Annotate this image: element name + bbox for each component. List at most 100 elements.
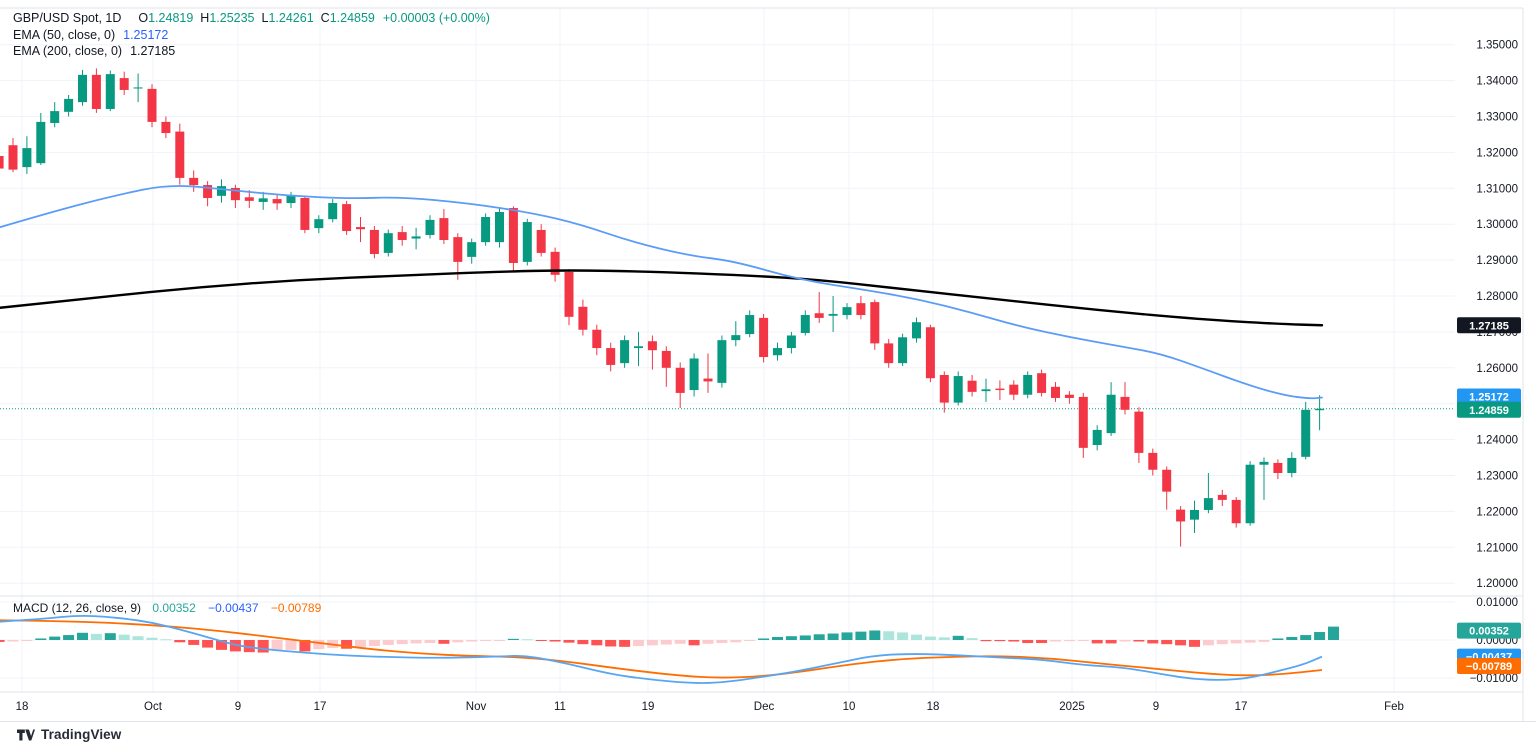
ema50-line[interactable]	[0, 185, 1323, 400]
candle-body[interactable]	[953, 376, 963, 403]
candle-body[interactable]	[64, 98, 74, 112]
candle-body[interactable]	[1009, 384, 1019, 395]
macd-histogram[interactable]	[0, 626, 1339, 653]
candle-body[interactable]	[1301, 409, 1311, 457]
candle-body[interactable]	[647, 341, 657, 351]
candle-body[interactable]	[981, 389, 991, 392]
candle-body[interactable]	[272, 199, 282, 204]
ema50-legend-row[interactable]: EMA (50, close, 0) 1.25172	[13, 27, 490, 44]
candle-body[interactable]	[1217, 494, 1227, 500]
candle-body[interactable]	[383, 233, 393, 253]
candle-body[interactable]	[536, 229, 546, 253]
candle-body[interactable]	[342, 204, 352, 232]
candle-body[interactable]	[1037, 373, 1047, 393]
candle-body[interactable]	[912, 322, 921, 339]
tradingview-watermark[interactable]: TradingView	[17, 727, 121, 742]
candle-body[interactable]	[550, 251, 560, 275]
candle-body[interactable]	[814, 313, 824, 318]
candle-body[interactable]	[203, 185, 213, 198]
candle-body[interactable]	[1190, 509, 1199, 520]
candle-body[interactable]	[1078, 396, 1088, 448]
candle-body[interactable]	[592, 329, 602, 349]
candle-body[interactable]	[328, 203, 338, 220]
candle-body[interactable]	[1148, 452, 1158, 470]
candle-body[interactable]	[564, 271, 574, 317]
ema200-legend-row[interactable]: EMA (200, close, 0) 1.27185	[13, 43, 490, 60]
candle-body[interactable]	[217, 186, 226, 196]
ohlc-row[interactable]: GBP/USD Spot, 1D O1.24819 H1.25235 L1.24…	[13, 10, 490, 27]
candle-body[interactable]	[967, 380, 977, 392]
candle-body[interactable]	[620, 340, 630, 364]
candle-body[interactable]	[773, 348, 782, 356]
candle-body[interactable]	[634, 346, 643, 349]
candle-body[interactable]	[467, 242, 477, 257]
candle-body[interactable]	[925, 327, 935, 379]
candle-body[interactable]	[425, 219, 435, 235]
candle-body[interactable]	[1315, 408, 1325, 411]
candle-body[interactable]	[397, 232, 407, 240]
candle-body[interactable]	[1092, 429, 1102, 445]
price-axis[interactable]: 1.35000 1.34000 1.33000 1.32000 1.31000 1.300…	[1470, 40, 1518, 685]
macd-main-line[interactable]	[0, 614, 1323, 684]
candle-body[interactable]	[856, 303, 866, 316]
candle-body[interactable]	[717, 340, 727, 383]
candle-body[interactable]	[661, 350, 671, 368]
candle-body[interactable]	[842, 307, 852, 316]
candle-body[interactable]	[147, 88, 157, 122]
candle-body[interactable]	[314, 219, 324, 229]
candle-body[interactable]	[1259, 461, 1269, 465]
candle-body[interactable]	[258, 198, 268, 202]
candle-body[interactable]	[884, 343, 894, 364]
candle-body[interactable]	[495, 211, 504, 243]
candle-body[interactable]	[606, 348, 616, 365]
candle-body[interactable]	[78, 74, 87, 103]
time-axis[interactable]: 18 Oct 9 17 Nov 11 19 Dec 10 18 2025 9 17 Feb	[16, 701, 1404, 713]
candle-body[interactable]	[786, 335, 796, 349]
candle-body[interactable]	[578, 306, 588, 330]
candle-body[interactable]	[745, 315, 755, 335]
candle-body[interactable]	[870, 302, 880, 344]
candle-body[interactable]	[1176, 509, 1186, 522]
candle-body[interactable]	[759, 317, 769, 358]
candle-body[interactable]	[1023, 374, 1033, 395]
candle-body[interactable]	[939, 374, 949, 403]
candle-body[interactable]	[175, 131, 185, 178]
candle-body[interactable]	[1287, 457, 1297, 473]
candle-body[interactable]	[230, 187, 240, 201]
candles[interactable]	[0, 68, 1325, 547]
candle-body[interactable]	[91, 74, 101, 109]
candle-body[interactable]	[481, 217, 491, 243]
candle-body[interactable]	[36, 121, 46, 164]
candle-body[interactable]	[286, 195, 296, 204]
candle-body[interactable]	[1134, 411, 1144, 453]
candle-body[interactable]	[161, 121, 171, 134]
candle-body[interactable]	[369, 229, 379, 254]
candle-body[interactable]	[731, 335, 741, 341]
macd-legend-row[interactable]: MACD (12, 26, close, 9) 0.00352 −0.00437…	[13, 601, 321, 615]
candle-body[interactable]	[1273, 462, 1283, 473]
candle-body[interactable]	[828, 313, 838, 316]
candle-body[interactable]	[1231, 499, 1241, 524]
candle-body[interactable]	[453, 237, 463, 262]
candle-body[interactable]	[105, 74, 115, 109]
candle-body[interactable]	[133, 87, 143, 89]
candle-body[interactable]	[1120, 396, 1130, 410]
macd-signal-line[interactable]	[0, 619, 1323, 679]
candle-body[interactable]	[1106, 394, 1116, 434]
candle-body[interactable]	[0, 155, 4, 169]
candle-body[interactable]	[8, 145, 18, 170]
candle-body[interactable]	[1245, 464, 1255, 524]
candle-body[interactable]	[1203, 498, 1213, 510]
candle-body[interactable]	[1162, 469, 1172, 492]
candle-body[interactable]	[522, 222, 532, 262]
candle-body[interactable]	[439, 218, 449, 240]
candle-body[interactable]	[675, 367, 685, 393]
candle-body[interactable]	[898, 337, 908, 364]
candle-body[interactable]	[22, 148, 32, 168]
candle-body[interactable]	[411, 236, 421, 239]
candle-body[interactable]	[703, 378, 713, 382]
candle-body[interactable]	[689, 358, 699, 391]
ema200-line[interactable]	[0, 269, 1324, 327]
candle-body[interactable]	[800, 315, 810, 333]
